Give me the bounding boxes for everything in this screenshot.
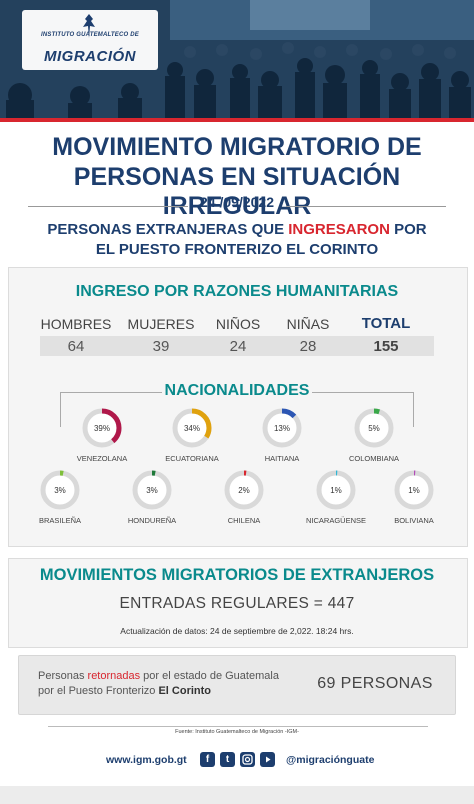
- subtitle-line2: EL PUESTO FRONTERIZO EL CORINTO: [95, 241, 379, 258]
- donut-percent-label: 39%: [94, 424, 110, 433]
- social-handle[interactable]: @migraciónguate: [286, 754, 375, 766]
- nationality-label: ECUATORIANA: [165, 454, 219, 463]
- nationality-label: NICARAGÜENSE: [305, 516, 366, 525]
- movements-title: MOVIMIENTOS MIGRATORIOS DE EXTRANJEROS: [39, 566, 435, 584]
- red-divider: [0, 118, 474, 122]
- instagram-glyph: [242, 754, 253, 765]
- main-title-line1: MOVIMIENTO MIGRATORIO DE: [52, 133, 422, 161]
- humanitarian-title: INGRESO POR RAZONES HUMANITARIAS: [75, 283, 399, 300]
- nationality-label: HONDUREÑA: [127, 516, 177, 525]
- donut-arc-boliviana: [394, 470, 434, 510]
- value-ninos: 24: [229, 338, 247, 355]
- nationality-label: VENEZOLANA: [76, 454, 128, 463]
- value-total: 155: [373, 338, 399, 355]
- logo-institute-text: INSTITUTO GUATEMALTECO DE: [41, 32, 139, 38]
- donut-ecuatoriana: 34%: [172, 408, 212, 448]
- returned-text-line2: por el Puesto Fronterizo El Corinto: [38, 685, 212, 697]
- donut-chilena: 2%: [224, 470, 264, 510]
- value-mujeres: 39: [152, 338, 170, 355]
- donut-boliviana: 1%: [394, 470, 434, 510]
- returned-card: [18, 655, 456, 715]
- donut-arc-venezolana: [82, 408, 122, 448]
- donut-brasileña: 3%: [40, 470, 80, 510]
- donut-percent-label: 3%: [146, 486, 158, 495]
- value-ninas: 28: [299, 338, 317, 355]
- facebook-icon[interactable]: f: [200, 752, 215, 767]
- donut-percent-label: 1%: [408, 486, 420, 495]
- youtube-glyph: [266, 756, 271, 763]
- donut-arc-ecuatoriana: [172, 408, 212, 448]
- source-note: Fuente: Instituto Guatemalteco de Migrac…: [175, 729, 299, 735]
- regular-entries: ENTRADAS REGULARES = 447: [119, 595, 355, 612]
- donut-percent-label: 5%: [368, 424, 380, 433]
- donut-percent-label: 2%: [238, 486, 250, 495]
- returned-count: 69 PERSONAS: [317, 675, 433, 692]
- logo-migracion-text: MIGRACIÓN: [44, 48, 136, 65]
- donut-percent-label: 13%: [274, 424, 290, 433]
- subtitle-highlight: INGRESARON: [288, 221, 390, 238]
- main-title-line2: PERSONAS EN SITUACIÓN IRREGULAR: [73, 163, 401, 220]
- nationality-label: HAITIANA: [264, 454, 300, 463]
- values-bar: [40, 336, 434, 356]
- donut-arc-haitiana: [262, 408, 302, 448]
- date-rule-left: [28, 206, 188, 207]
- donut-arc-chilena: [224, 470, 264, 510]
- donut-venezolana: 39%: [82, 408, 122, 448]
- donut-hondureña: 3%: [132, 470, 172, 510]
- value-hombres: 64: [67, 338, 85, 355]
- col-head-hombres: HOMBRES: [40, 316, 112, 332]
- igm-logo: INSTITUTO GUATEMALTECO DE MIGRACIÓN: [22, 10, 158, 70]
- crowd-photo: [0, 0, 474, 118]
- col-head-ninas: NIÑAS: [286, 316, 330, 332]
- col-head-ninos: NIÑOS: [215, 316, 261, 332]
- nationality-label: BRASILEÑA: [38, 516, 82, 525]
- nationality-label: CHILENA: [227, 516, 261, 525]
- twitter-icon[interactable]: t: [220, 752, 235, 767]
- donut-arc-colombiana: [354, 408, 394, 448]
- movements-card: [8, 558, 468, 648]
- nationalities-title: NACIONALIDADES: [164, 382, 310, 399]
- website-link[interactable]: www.igm.gob.gt: [106, 754, 187, 766]
- donut-colombiana: 5%: [354, 408, 394, 448]
- nationality-label: BOLIVIANA: [394, 516, 434, 525]
- donut-haitiana: 13%: [262, 408, 302, 448]
- donut-arc-brasileña: [40, 470, 80, 510]
- col-head-mujeres: MUJERES: [127, 316, 195, 332]
- donut-percent-label: 34%: [184, 424, 200, 433]
- report-date: 24 /09/2022: [200, 194, 274, 210]
- nationality-label: COLOMBIANA: [348, 454, 399, 463]
- hero-banner: INSTITUTO GUATEMALTECO DE MIGRACIÓN: [0, 0, 474, 118]
- donut-nicaragüense: 1%: [316, 470, 356, 510]
- donut-arc-hondureña: [132, 470, 172, 510]
- donut-percent-label: 3%: [54, 486, 66, 495]
- col-head-total: TOTAL: [361, 315, 411, 332]
- bottom-bar: [0, 786, 474, 804]
- date-rule-right: [286, 206, 446, 207]
- donut-arc-nicaragüense: [316, 470, 356, 510]
- quetzal-emblem-icon: [83, 14, 95, 38]
- donut-percent-label: 1%: [330, 486, 342, 495]
- source-rule: [48, 726, 428, 737]
- youtube-icon[interactable]: [260, 752, 275, 767]
- subtitle-line1: PERSONAS EXTRANJERAS QUE INGRESARON POR: [47, 221, 427, 238]
- update-timestamp: Actualización de datos: 24 de septiembre…: [120, 626, 354, 636]
- instagram-icon[interactable]: [240, 752, 255, 767]
- returned-text-line1: Personas retornadas por el estado de Gua…: [38, 670, 279, 682]
- bracket-gap: [162, 388, 312, 396]
